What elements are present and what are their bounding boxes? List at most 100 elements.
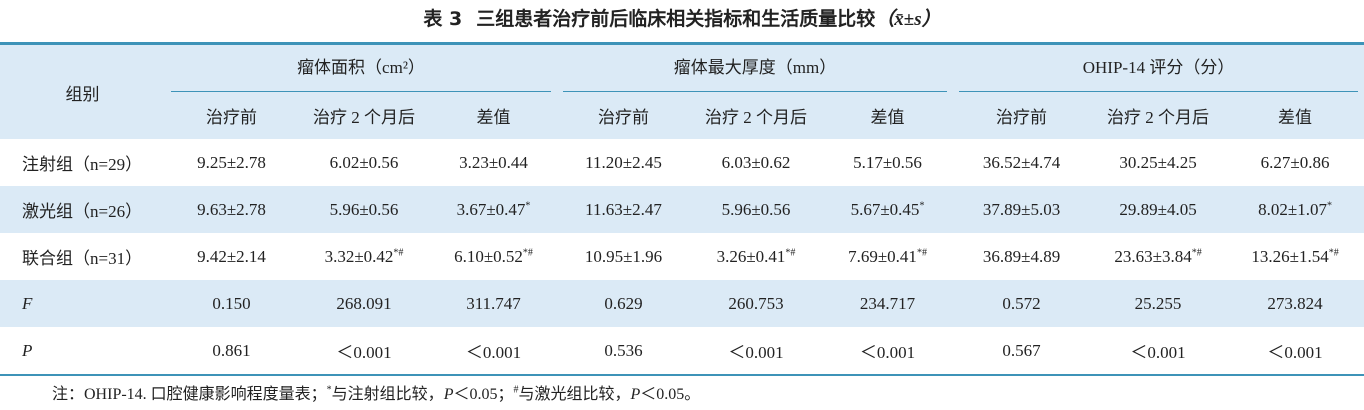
cell-value: 268.091 [336, 293, 392, 313]
note-stat: P [630, 386, 641, 403]
cell-value: 6.27±0.86 [1260, 152, 1330, 172]
cell-mark: *# [1328, 246, 1339, 258]
note-text: 注：OHIP-14. 口腔健康影响程度量表； [52, 386, 327, 403]
group-label: OHIP-14 评分（分） [959, 45, 1359, 92]
table-cell: ＜0.001 [298, 327, 430, 376]
subheader-cell: 治疗 2 个月后 [313, 108, 415, 127]
note-text: 与激光组比较， [518, 386, 631, 403]
cell-value: ＜0.001 [1130, 343, 1186, 362]
table-cell: 234.717 [822, 280, 953, 327]
table-cell: ＜0.001 [1090, 327, 1227, 376]
table-cell: 10.95±1.96 [557, 233, 690, 280]
row-label: P [0, 327, 165, 376]
cell-value: 0.536 [604, 340, 643, 360]
title-stat: （x̄±s） [875, 9, 941, 30]
cell-value: 273.824 [1267, 293, 1323, 313]
table-cell: 13.26±1.54*# [1226, 233, 1364, 280]
table-cell: 9.42±2.14 [165, 233, 298, 280]
table-cell: 268.091 [298, 280, 430, 327]
subheader-cell: 差值 [870, 108, 905, 127]
cell-value: 9.42±2.14 [197, 246, 266, 266]
cell-value: ＜0.001 [336, 343, 392, 362]
table-cell: 36.52±4.74 [953, 139, 1090, 186]
cell-value: 37.89±5.03 [982, 199, 1061, 219]
table-note: 注：OHIP-14. 口腔健康影响程度量表；*与注射组比较，P＜0.05；#与激… [52, 380, 700, 404]
note-text: ＜0.05。 [640, 386, 701, 403]
table-cell: 3.32±0.42*# [298, 233, 430, 280]
table-cell: 5.96±0.56 [298, 186, 430, 233]
cell-value: ＜0.001 [728, 343, 784, 362]
table-cell: 273.824 [1226, 280, 1364, 327]
table-cell: 5.17±0.56 [822, 139, 953, 186]
header-row: 组别 瘤体面积（cm²） 瘤体最大厚度（mm） OHIP-14 评分（分） [0, 42, 1364, 139]
table-cell: 8.02±1.07* [1226, 186, 1364, 233]
note-mark: * [326, 384, 332, 396]
subheader-row: 治疗前 治疗 2 个月后 差值 治疗前 治疗 2 个月后 差值 治疗前 治疗 2 个月后 差值 [0, 92, 1364, 139]
table-cell: 0.567 [953, 327, 1091, 376]
group-label: 瘤体面积（cm²） [171, 45, 551, 92]
table-cell: ＜0.001 [822, 327, 954, 376]
cell-value: 10.95±1.96 [584, 246, 663, 266]
cell-mark: *# [522, 246, 533, 258]
cell-mark: * [525, 199, 531, 211]
table-cell: ＜0.001 [690, 327, 822, 376]
table-row: 注射组（n=29） 9.25±2.78 6.02±0.56 3.23±0.44 11.2… [0, 139, 1364, 186]
cell-value: 25.255 [1134, 293, 1182, 313]
cell-value: 5.17±0.56 [853, 152, 922, 172]
cell-value: 0.861 [212, 340, 251, 360]
table-cell: ＜0.001 [430, 327, 557, 376]
table-header: 组别 瘤体面积（cm²） 瘤体最大厚度（mm） OHIP-14 评分（分） 治疗前 治疗 … [0, 42, 1364, 139]
cell-value: ＜0.001 [859, 343, 916, 362]
table-cell: 5.96±0.56 [690, 186, 822, 233]
cell-value: 8.02±1.07 [1258, 199, 1327, 219]
table-cell: 0.572 [953, 280, 1090, 327]
note-mark: # [513, 384, 519, 396]
cell-value: 234.717 [859, 293, 916, 313]
table-cell: 5.67±0.45* [822, 186, 953, 233]
table-row: P 0.861 ＜0.001 ＜0.001 0.536 ＜0.001 ＜0.001 0.567… [0, 327, 1364, 376]
table-title: 表 3 三组患者治疗前后临床相关指标和生活质量比较（x̄±s） [0, 4, 1364, 31]
table-cell: 260.753 [690, 280, 822, 327]
cell-mark: *# [393, 246, 404, 258]
table-cell: 3.26±0.41*# [690, 233, 822, 280]
subheader-cell: 治疗 2 个月后 [705, 108, 807, 127]
table-body: 注射组（n=29） 9.25±2.78 6.02±0.56 3.23±0.44 11.2… [0, 139, 1364, 376]
cell-value: 6.03±0.62 [721, 152, 791, 172]
cell-value: ＜0.001 [1267, 343, 1323, 362]
note-text: 与注射组比较， [331, 386, 444, 403]
cell-value: 36.89±4.89 [982, 246, 1061, 266]
cell-value: 260.753 [728, 293, 784, 313]
table-cell: 9.63±2.78 [165, 186, 298, 233]
cell-value: 3.67±0.47 [456, 199, 526, 219]
corner-cell: 组别 [0, 42, 165, 139]
subheader-cell: 治疗前 [206, 108, 257, 127]
cell-value: 7.69±0.41 [848, 246, 917, 266]
subheader-cell: 治疗 2 个月后 [1107, 108, 1210, 127]
note-stat: P [443, 386, 454, 403]
subheader-cell: 差值 [1278, 108, 1313, 127]
cell-mark: *# [785, 246, 796, 258]
cell-value: 9.63±2.78 [197, 199, 266, 219]
cell-value: 3.26±0.41 [716, 246, 786, 266]
cell-mark: * [1326, 199, 1332, 211]
cell-mark: *# [1191, 246, 1202, 258]
table-row: 联合组（n=31） 9.42±2.14 3.32±0.42*# 6.10±0.52*#… [0, 233, 1364, 280]
table-cell: 0.536 [557, 327, 690, 376]
cell-value: 0.567 [1002, 340, 1041, 360]
group-header: 瘤体面积（cm²） [165, 42, 557, 92]
table-cell: 0.629 [557, 280, 690, 327]
cell-value: 29.89±4.05 [1119, 199, 1197, 219]
table-cell: 6.03±0.62 [690, 139, 822, 186]
data-table: 组别 瘤体面积（cm²） 瘤体最大厚度（mm） OHIP-14 评分（分） 治疗前 治疗 … [0, 42, 1364, 376]
subheader-cell: 治疗前 [598, 108, 649, 127]
cell-value: 30.25±4.25 [1119, 152, 1197, 172]
cell-value: 3.32±0.42 [324, 246, 394, 266]
table-cell: 29.89±4.05 [1090, 186, 1226, 233]
cell-value: 3.23±0.44 [459, 152, 528, 172]
table-cell: 0.861 [165, 327, 298, 376]
cell-value: 5.67±0.45 [850, 199, 920, 219]
table-cell: 6.02±0.56 [298, 139, 430, 186]
table-cell: 30.25±4.25 [1090, 139, 1226, 186]
table-row: 激光组（n=26） 9.63±2.78 5.96±0.56 3.67±0.47* 11.… [0, 186, 1364, 233]
